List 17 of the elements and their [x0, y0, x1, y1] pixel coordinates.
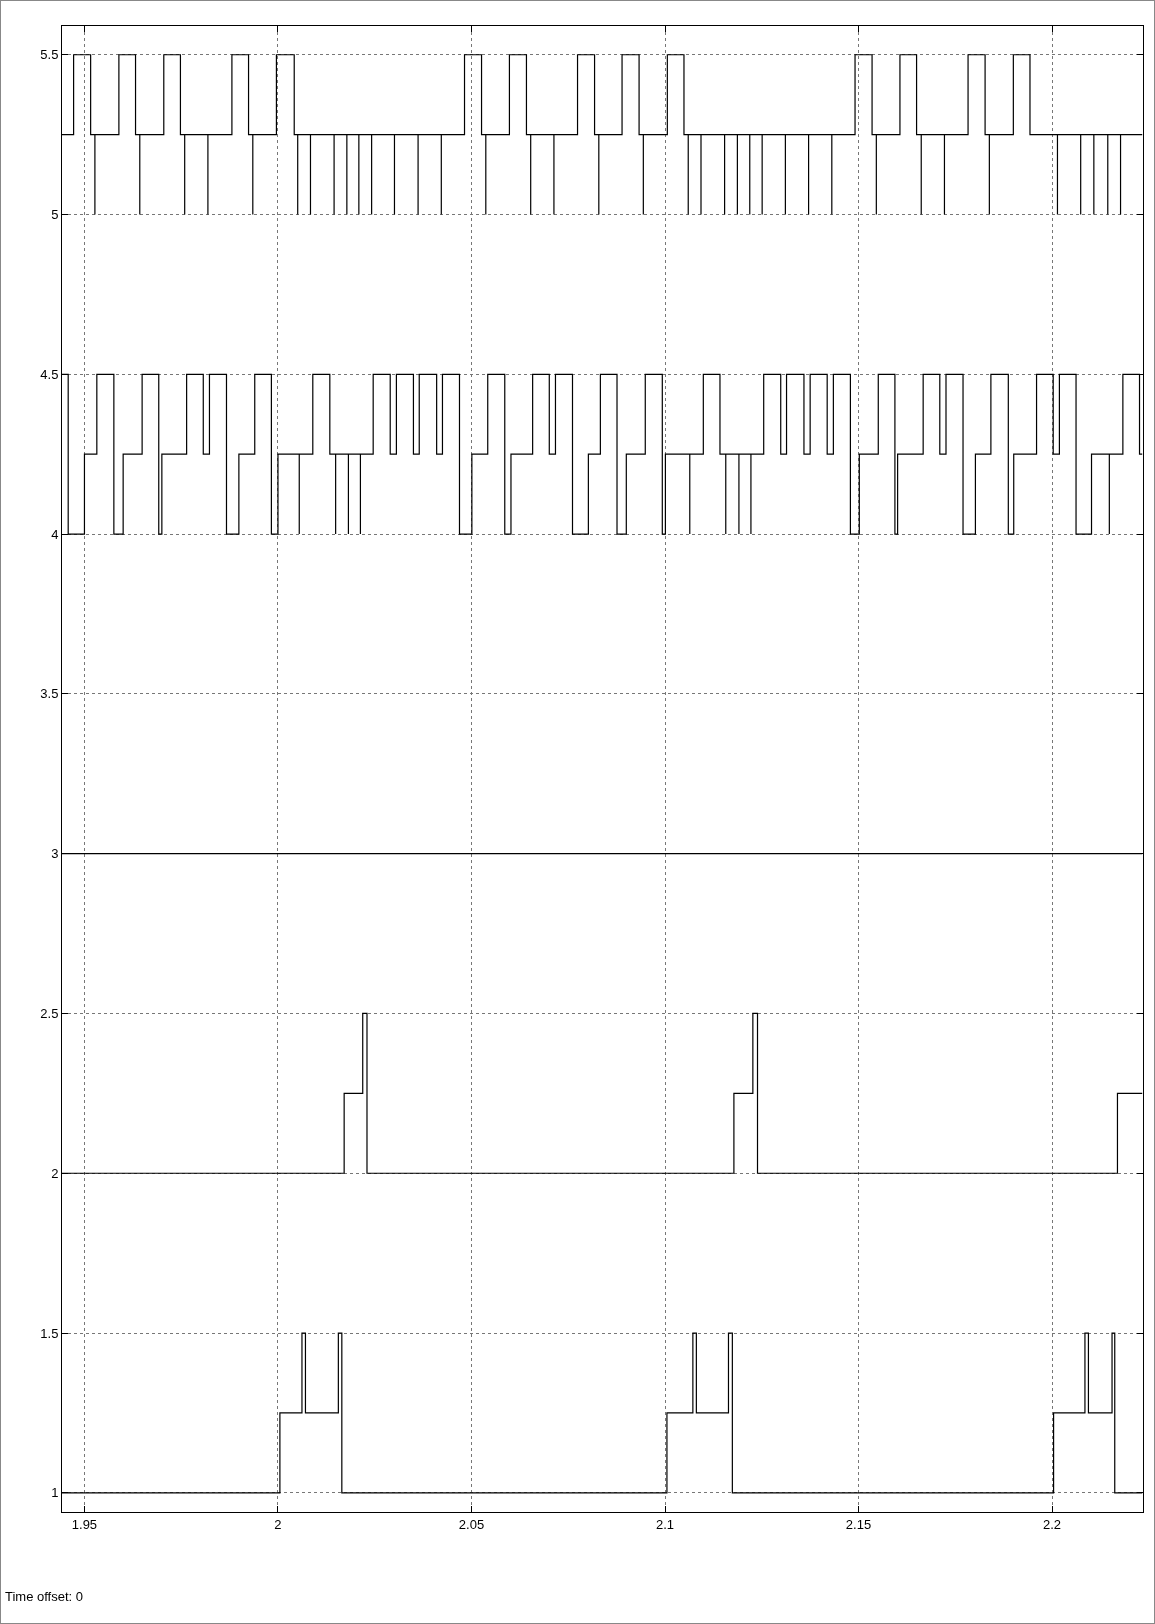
text: Time offset: 0 [5, 1589, 84, 1604]
y-tick-label: 3 [51, 846, 59, 862]
x-tick-label: 2.1 [655, 1516, 675, 1532]
y-tick-label: 5.5 [40, 47, 59, 63]
y-tick-label: 1 [51, 1485, 59, 1501]
y-tick-label: 4.5 [40, 366, 59, 382]
x-tick-label: 2 [274, 1516, 282, 1532]
x-tick-label: 2.2 [1043, 1516, 1062, 1532]
y-tick-label: 1.5 [40, 1325, 59, 1341]
y-tick-label: 5 [51, 207, 59, 223]
x-tick-label: 1.95 [71, 1516, 98, 1532]
y-tick-label: 2 [51, 1165, 59, 1181]
x-tick-label: 2.05 [458, 1516, 485, 1532]
y-tick-label: 3.5 [40, 686, 59, 702]
x-tick-label: 2.15 [845, 1516, 872, 1532]
y-tick-label: 2.5 [40, 1006, 59, 1022]
y-tick-label: 4 [51, 526, 59, 542]
